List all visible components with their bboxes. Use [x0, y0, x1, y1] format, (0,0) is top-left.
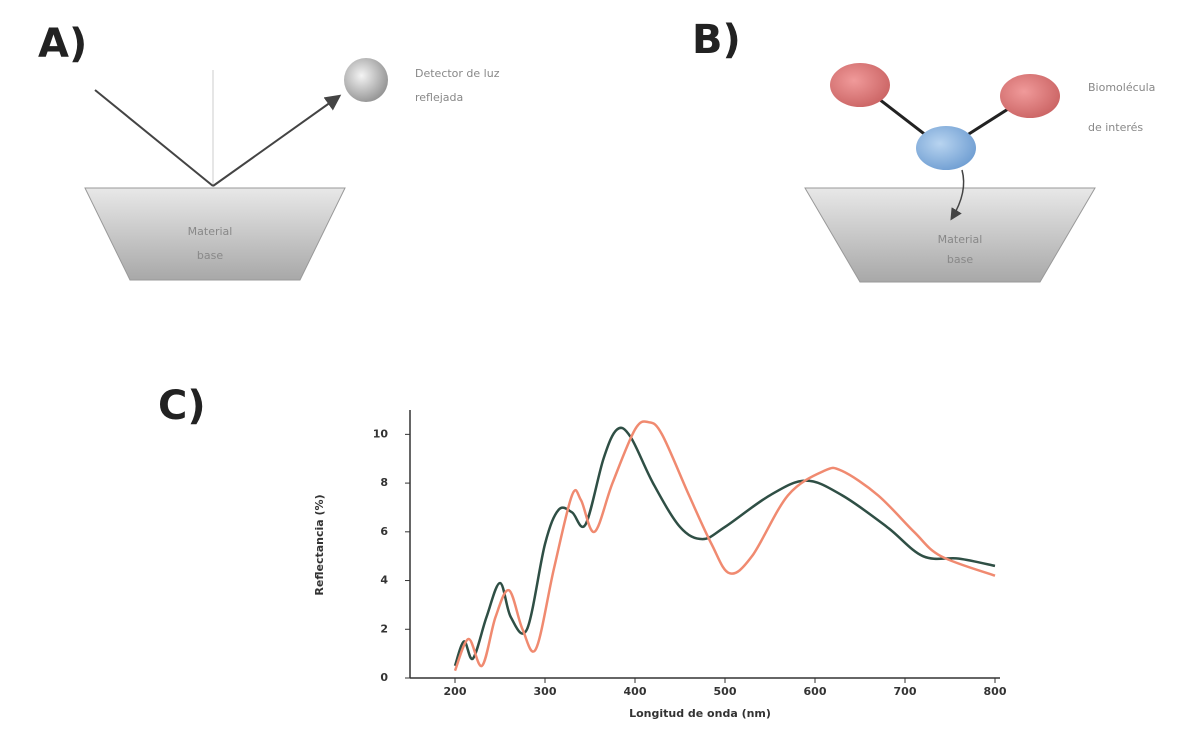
panel-label: B): [692, 17, 741, 63]
molecule-core: [916, 126, 976, 170]
series-line: [455, 428, 995, 666]
material-label: Material: [938, 233, 983, 246]
biomolecule-label: Biomolécula: [1088, 81, 1155, 94]
y-tick-label: 2: [380, 622, 388, 635]
x-tick-label: 300: [534, 685, 557, 698]
x-tick-label: 600: [804, 685, 827, 698]
series-line: [455, 421, 995, 670]
molecule-part: [830, 63, 890, 107]
material-label: base: [947, 253, 973, 266]
reflected-ray: [213, 97, 338, 186]
x-axis-label: Longitud de onda (nm): [629, 707, 771, 720]
detector: [344, 58, 388, 102]
x-tick-label: 400: [624, 685, 647, 698]
x-tick-label: 800: [984, 685, 1007, 698]
y-tick-label: 0: [380, 671, 388, 684]
y-tick-label: 10: [373, 427, 389, 440]
incident-ray: [95, 90, 213, 186]
y-tick-label: 8: [380, 476, 388, 489]
y-axis-label: Reflectancia (%): [313, 494, 326, 595]
figure: A) Detector de luz reflejada Material ba…: [0, 0, 1187, 725]
x-tick-label: 200: [444, 685, 467, 698]
detector-label: Detector de luz: [415, 67, 500, 80]
biomolecule-label: de interés: [1088, 121, 1143, 134]
panel-label: C): [158, 383, 206, 429]
material-label: Material: [188, 225, 233, 238]
chart: Longitud de onda (nm) Reflectancia (%) 0…: [313, 410, 1007, 720]
x-tick-label: 500: [714, 685, 737, 698]
x-tick-label: 700: [894, 685, 917, 698]
y-tick-label: 6: [380, 525, 388, 538]
molecule-part: [1000, 74, 1060, 118]
y-tick-label: 4: [380, 574, 388, 587]
material-label: base: [197, 249, 223, 262]
panel-label: A): [38, 21, 87, 67]
detector-label: reflejada: [415, 91, 463, 104]
